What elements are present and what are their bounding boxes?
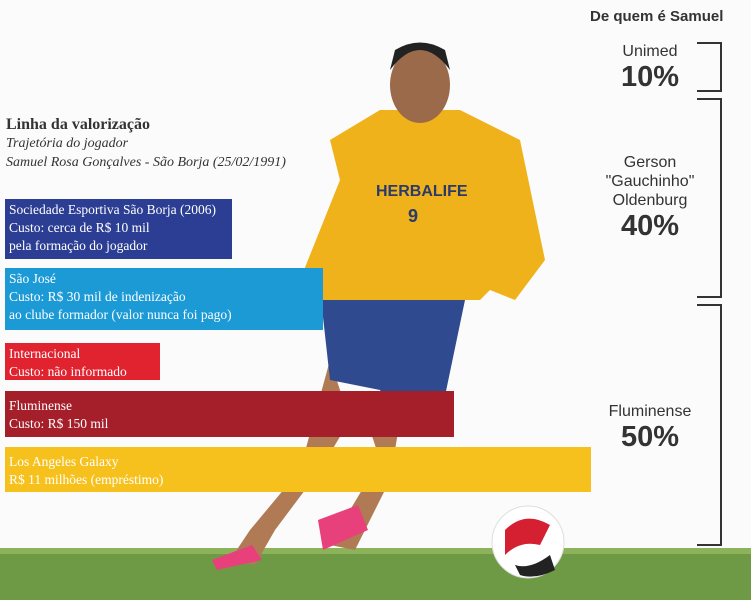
- bracket-fluminense: [697, 304, 722, 546]
- bracket-gerson: [697, 98, 722, 298]
- owner-unimed: Unimed 10%: [620, 43, 680, 93]
- ownership-title: De quem é Samuel: [590, 8, 724, 25]
- svg-text:HERBALIFE: HERBALIFE: [376, 183, 468, 200]
- owner-gerson: Gerson "Gauchinho" Oldenburg 40%: [605, 154, 695, 242]
- player-info: Samuel Rosa Gonçalves - São Borja (25/02…: [6, 155, 286, 170]
- grass: [0, 548, 751, 600]
- subtitle: Trajetória do jogador: [6, 136, 129, 151]
- timeline-bar-la-galaxy: Los Angeles Galaxy R$ 11 milhões (emprést…: [5, 447, 591, 492]
- svg-text:9: 9: [408, 206, 418, 226]
- timeline-bar-sao-jose: São José Custo: R$ 30 mil de indenização a…: [5, 268, 323, 330]
- owner-fluminense: Fluminense 50%: [608, 403, 692, 453]
- player-jersey: [300, 110, 545, 300]
- player-head: [390, 47, 450, 123]
- bracket-unimed: [697, 42, 722, 92]
- timeline-bar-sao-borja: Sociedade Esportiva São Borja (2006) Cust…: [5, 199, 232, 259]
- page-title: Linha da valorização: [6, 116, 151, 133]
- timeline-bar-fluminense: Fluminense Custo: R$ 150 mil: [5, 391, 454, 437]
- timeline-bar-internacional: Internacional Custo: não informado: [5, 343, 160, 380]
